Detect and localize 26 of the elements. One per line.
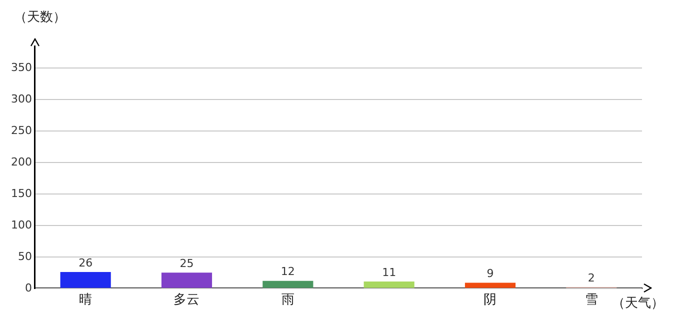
x-tick-label: 阴 xyxy=(484,292,497,308)
y-axis-title: （天数） xyxy=(14,9,66,26)
bar xyxy=(161,272,212,288)
bar xyxy=(60,272,111,288)
data-label: 2 xyxy=(588,272,595,284)
data-label: 12 xyxy=(280,265,295,278)
x-tick-label: 雨 xyxy=(281,292,294,308)
y-tick-label: 300 xyxy=(10,92,32,106)
data-label: 9 xyxy=(486,267,494,280)
data-label: 11 xyxy=(382,266,396,279)
y-tick-label: 50 xyxy=(18,250,32,263)
y-tick-label: 0 xyxy=(24,281,32,294)
bar xyxy=(364,281,414,288)
y-tick-label: 350 xyxy=(10,60,32,74)
x-tick-label: 雪 xyxy=(584,292,598,308)
x-tick-label: 多云 xyxy=(174,292,200,308)
y-tick-label: 100 xyxy=(10,218,32,232)
bar xyxy=(262,280,314,288)
data-label: 26 xyxy=(78,256,93,270)
bar xyxy=(464,282,516,288)
y-tick-label: 200 xyxy=(10,155,32,168)
x-tick-label: 晴 xyxy=(79,292,92,308)
x-axis-title: （天气） xyxy=(612,295,664,312)
y-tick-label: 150 xyxy=(10,186,32,200)
y-tick-label: 250 xyxy=(10,124,32,137)
data-label: 25 xyxy=(180,257,194,270)
